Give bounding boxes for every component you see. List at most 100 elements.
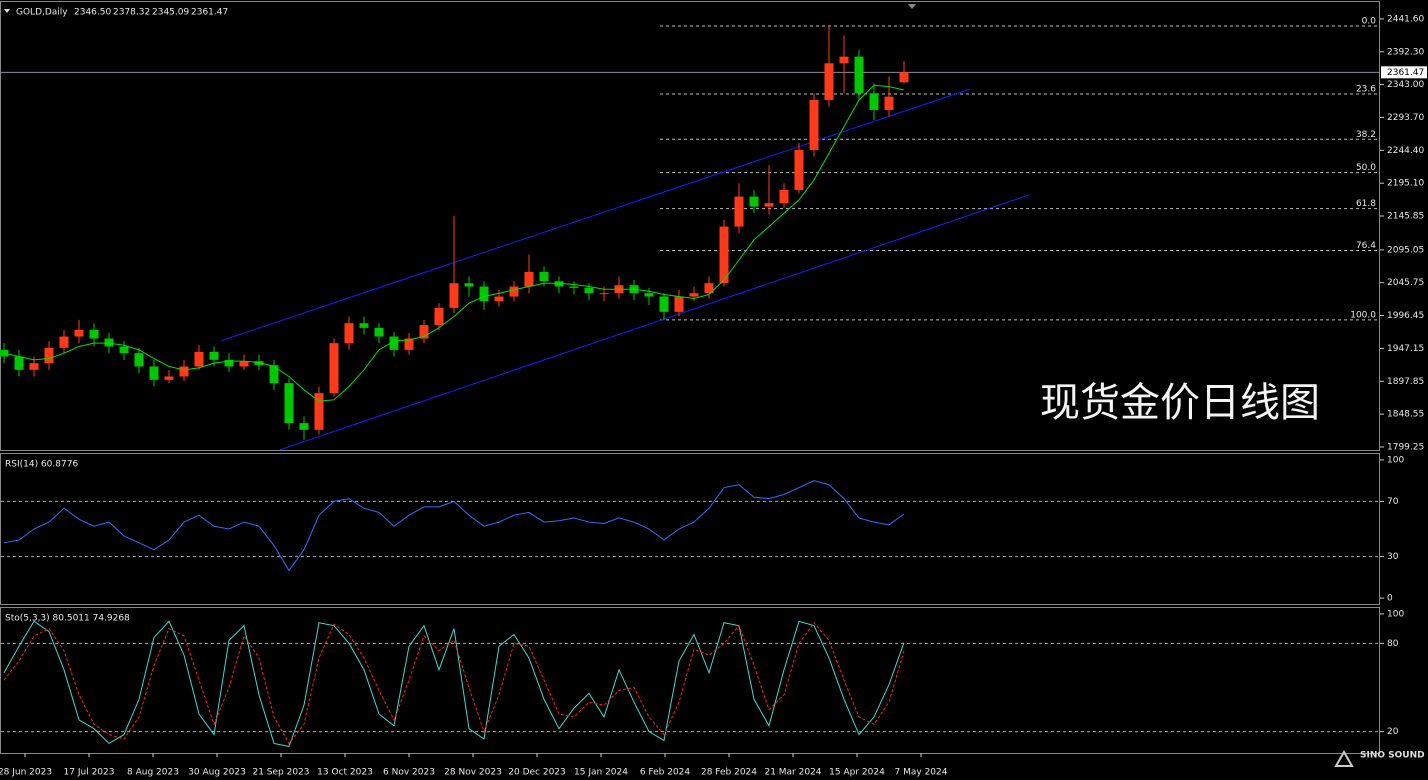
y-tick-label: 100	[1387, 455, 1404, 465]
candle-body	[854, 56, 864, 94]
ohlc-label: 2345.09	[152, 8, 189, 18]
candle-body	[839, 56, 849, 64]
candle-body	[89, 329, 99, 339]
candle-body	[29, 363, 39, 370]
x-tick-label: 28 Jun 2023	[0, 768, 52, 778]
candle-body	[314, 393, 324, 430]
candle-body	[239, 361, 249, 367]
fib-label: 23.6	[1356, 84, 1376, 94]
candle-body	[584, 287, 594, 294]
logo-icon	[1334, 749, 1354, 767]
candle-body	[449, 283, 459, 308]
candle-body	[899, 72, 909, 83]
panel-title: Sto(5,3,3) 80.5011 74.9268	[5, 614, 130, 624]
x-tick-label: 20 Dec 2023	[508, 768, 566, 778]
indicator-line	[3, 621, 905, 745]
stoch-frame	[0, 607, 1380, 754]
watermark: 现货金价日线图	[1040, 380, 1320, 426]
menu-arrow	[4, 9, 10, 13]
fib-label: 50.0	[1356, 163, 1376, 173]
candle-body	[884, 96, 894, 110]
candle-body	[329, 343, 339, 394]
x-tick-label: 21 Mar 2024	[764, 768, 821, 778]
candle-body	[434, 307, 444, 326]
candle-body	[689, 293, 699, 297]
candle-body	[464, 283, 474, 287]
candle-body	[44, 347, 54, 364]
y-tick-label: 0	[1387, 594, 1393, 604]
logo: SINO SOUND	[1360, 751, 1425, 761]
candle-body	[869, 93, 879, 110]
x-tick-label: 15 Jan 2024	[574, 768, 628, 778]
candle-body	[539, 271, 549, 282]
candle-body	[14, 356, 24, 370]
last-price-label: 2361.47	[1387, 68, 1424, 78]
x-tick-label: 15 Apr 2024	[829, 768, 885, 778]
moving-average	[3, 84, 905, 402]
y-tick-label: 80	[1387, 639, 1399, 649]
y-tick-label: 2293.70	[1387, 113, 1424, 123]
y-tick-label: 2145.85	[1387, 212, 1424, 222]
panel-title: GOLD,Daily	[16, 8, 68, 18]
candle-body	[524, 271, 534, 287]
fib-label: 61.8	[1356, 199, 1376, 209]
candle-body	[719, 226, 729, 284]
candle-body	[674, 296, 684, 312]
x-tick-label: 21 Sep 2023	[252, 768, 309, 778]
x-tick-label: 8 Aug 2023	[127, 768, 179, 778]
fib-label: 76.4	[1356, 241, 1376, 251]
x-tick-label: 6 Feb 2024	[640, 768, 691, 778]
candle-body	[134, 353, 144, 367]
candle-body	[764, 203, 774, 207]
shift-marker	[908, 4, 916, 9]
candle-body	[344, 323, 354, 344]
candle-body	[149, 366, 159, 380]
candle-body	[599, 293, 609, 295]
candle-body	[59, 336, 69, 348]
last-price-box	[1381, 66, 1427, 79]
y-tick-label: 2244.40	[1387, 146, 1424, 156]
candle-body	[224, 359, 234, 367]
candle-body	[179, 366, 189, 377]
y-tick-label: 1947.15	[1387, 344, 1424, 354]
rsi-frame	[0, 453, 1380, 605]
candle-body	[359, 323, 369, 328]
candle-body	[659, 296, 669, 312]
x-tick-label: 7 May 2024	[895, 768, 948, 778]
candle-body	[824, 63, 834, 100]
candle-body	[509, 286, 519, 297]
ohlc-label: 2361.47	[191, 8, 228, 18]
panel-title: RSI(14) 60.8776	[5, 460, 78, 470]
y-tick-label: 1996.45	[1387, 311, 1424, 321]
candle-body	[119, 346, 129, 354]
candle-body	[494, 296, 504, 302]
x-tick-label: 28 Feb 2024	[701, 768, 757, 778]
y-tick-label: 1897.85	[1387, 377, 1424, 387]
y-tick-label: 30	[1387, 552, 1399, 562]
candle-body	[284, 383, 294, 424]
candle-body	[644, 293, 654, 297]
y-tick-label: 2045.75	[1387, 278, 1424, 288]
y-tick-label: 2441.60	[1387, 14, 1424, 24]
candle-body	[194, 351, 204, 367]
candle-body	[809, 99, 819, 150]
candle-body	[389, 336, 399, 350]
x-tick-label: 17 Jul 2023	[64, 768, 115, 778]
y-tick-label: 2392.30	[1387, 47, 1424, 57]
x-tick-label: 6 Nov 2023	[383, 768, 435, 778]
candle-body	[419, 325, 429, 339]
candle-body	[404, 338, 414, 350]
ohlc-label: 2346.50	[74, 8, 111, 18]
indicator-line	[3, 480, 905, 572]
y-tick-label: 1799.25	[1387, 442, 1424, 452]
fib-label: 0.0	[1362, 16, 1377, 26]
y-tick-label: 70	[1387, 497, 1399, 507]
y-tick-label: 2195.10	[1387, 179, 1424, 189]
candle-body	[794, 149, 804, 190]
candle-body	[554, 281, 564, 287]
y-tick-label: 2343.00	[1387, 80, 1424, 90]
candle-body	[164, 376, 174, 380]
